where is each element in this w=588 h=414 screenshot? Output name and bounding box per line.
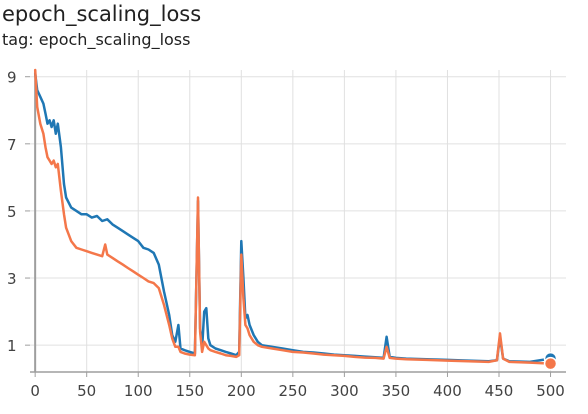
series-end-marker-2[interactable] xyxy=(543,356,558,371)
x-tick-label: 250 xyxy=(279,382,308,400)
x-tick-label: 350 xyxy=(382,382,411,400)
chart-tag: tag: epoch_scaling_loss xyxy=(2,30,191,49)
y-tick-label: 1 xyxy=(7,337,17,355)
tick-labels: 0 50 100 150 200 250 300 350 400 450 500 1 3 5 7 9 xyxy=(7,69,565,400)
series-line-2[interactable] xyxy=(33,68,552,365)
x-tick-label: 450 xyxy=(485,382,514,400)
x-tick-label: 100 xyxy=(124,382,153,400)
y-tick-label: 5 xyxy=(7,203,17,221)
x-tick-label: 500 xyxy=(536,382,565,400)
x-tick-label: 50 xyxy=(77,382,96,400)
x-tick-label: 400 xyxy=(433,382,462,400)
y-tick-label: 7 xyxy=(7,136,17,154)
y-tick-label: 9 xyxy=(7,69,17,87)
y-tick-label: 3 xyxy=(7,270,17,288)
x-tick-label: 200 xyxy=(227,382,256,400)
chart-title: epoch_scaling_loss xyxy=(2,2,202,26)
chart-axes xyxy=(25,70,566,377)
x-tick-label: 300 xyxy=(330,382,359,400)
series-layer xyxy=(33,68,558,371)
x-tick-label: 150 xyxy=(175,382,204,400)
x-tick-label: 0 xyxy=(30,382,40,400)
